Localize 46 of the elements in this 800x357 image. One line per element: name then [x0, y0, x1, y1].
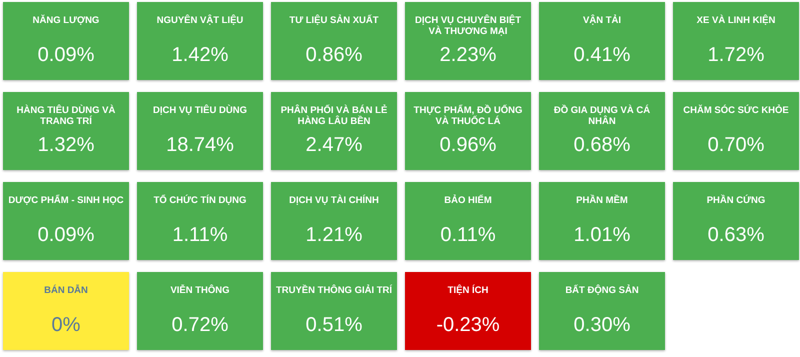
data-label: 2.47% — [306, 134, 363, 156]
data-label: 0% — [52, 314, 81, 336]
category-label: TRUYỀN THÔNG GIẢI TRÍ — [276, 284, 392, 296]
category-label: PHÂN PHỐI VÀ BÁN LẺ HÀNG LÂU BỀN — [280, 104, 388, 127]
data-label: 0.86% — [306, 44, 363, 66]
data-label: 0.51% — [306, 314, 363, 336]
category-label: BẤT ĐỘNG SẢN — [565, 284, 639, 296]
category-label: ĐỒ GIA DỤNG VÀ CÁ NHÂN — [554, 104, 650, 127]
data-label: 0.70% — [708, 134, 765, 156]
category-label: PHẦN CỨNG — [706, 194, 766, 206]
data-label: 18.74% — [166, 134, 234, 156]
data-label: 2.23% — [440, 44, 497, 66]
category-label: TỔ CHỨC TÍN DỤNG — [154, 194, 246, 206]
category-label: NĂNG LƯỢNG — [32, 14, 100, 26]
category-label: DƯỢC PHẨM - SINH HỌC — [8, 194, 124, 206]
data-label: 0.11% — [440, 224, 496, 246]
category-label: DỊCH VỤ TIÊU DÙNG — [153, 104, 247, 116]
data-label: 1.72% — [708, 44, 765, 66]
data-label: 0.30% — [574, 314, 631, 336]
data-label: 1.42% — [172, 44, 229, 66]
data-label: 0.09% — [38, 44, 95, 66]
data-label: 0.63% — [708, 224, 765, 246]
category-label: XE VÀ LINH KIỆN — [696, 14, 776, 26]
category-label: DỊCH VỤ CHUYÊN BIỆT VÀ THƯƠNG MẠI — [414, 14, 522, 37]
category-label: BẢO HIỂM — [444, 194, 492, 206]
category-label: TƯ LIỆU SẢN XUẤT — [289, 14, 379, 26]
data-label: 1.01% — [574, 224, 631, 246]
category-label: DỊCH VỤ TÀI CHÍNH — [289, 194, 379, 206]
category-label: TIỆN ÍCH — [448, 284, 488, 296]
category-label: BÁN DẪN — [44, 284, 88, 296]
category-label: VIỄN THÔNG — [170, 284, 230, 296]
category-label: VẬN TẢI — [583, 14, 621, 26]
data-label: 1.11% — [172, 224, 228, 246]
category-label: PHẦN MỀM — [576, 194, 628, 206]
category-label: NGUYÊN VẬT LIỆU — [156, 14, 244, 26]
data-label: 0.68% — [574, 134, 631, 156]
data-label: 0.09% — [38, 224, 95, 246]
category-label: HÀNG TIÊU DÙNG VÀ TRANG TRÍ — [16, 104, 116, 127]
category-label: CHĂM SÓC SỨC KHỎE — [683, 104, 789, 116]
data-label: 1.32% — [38, 134, 95, 156]
data-label: 0.72% — [172, 314, 229, 336]
data-label: 0.41% — [574, 44, 631, 66]
data-label: 0.96% — [440, 134, 497, 156]
data-label: 1.21% — [306, 224, 363, 246]
data-label: -0.23% — [436, 314, 500, 336]
category-label: THỰC PHẨM, ĐỒ UỐNG VÀ THUỐC LÁ — [414, 104, 522, 127]
